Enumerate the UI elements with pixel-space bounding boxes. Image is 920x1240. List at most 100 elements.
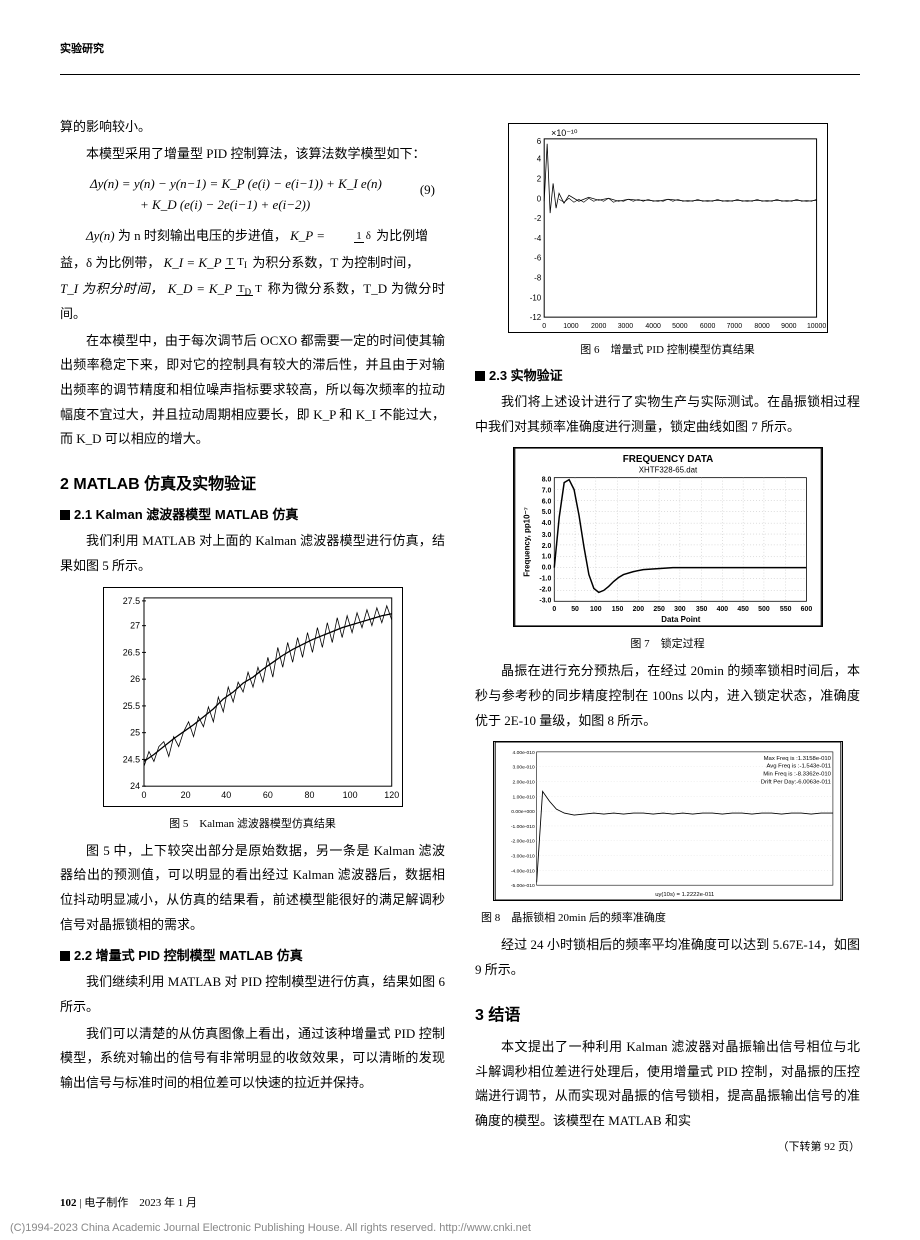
svg-text:×10⁻¹⁰: ×10⁻¹⁰ bbox=[551, 128, 578, 138]
svg-text:25.5: 25.5 bbox=[122, 700, 139, 710]
svg-text:600: 600 bbox=[800, 607, 812, 614]
svg-text:26: 26 bbox=[130, 674, 140, 684]
svg-text:2.0: 2.0 bbox=[541, 543, 551, 550]
figure-5: 24 24.5 25 25.5 26 26.5 27 27.5 0 20 40 bbox=[60, 587, 445, 811]
svg-text:0: 0 bbox=[141, 790, 146, 800]
svg-text:20: 20 bbox=[180, 790, 190, 800]
svg-text:-5.00e-010: -5.00e-010 bbox=[510, 884, 534, 890]
figure-6: ×10⁻¹⁰ -12 -10 -8 -6 -4 -2 0 2 4 6 bbox=[475, 123, 860, 337]
svg-text:26.5: 26.5 bbox=[122, 647, 139, 657]
svg-text:8.0: 8.0 bbox=[541, 477, 551, 484]
svg-text:-2.00e-010: -2.00e-010 bbox=[510, 839, 534, 845]
continued-note: （下转第 92 页） bbox=[475, 1138, 860, 1154]
svg-text:-1.0: -1.0 bbox=[539, 576, 551, 583]
paragraph: 图 5 中，上下较突出部分是原始数据，另一条是 Kalman 滤波器给出的预测值… bbox=[60, 839, 445, 938]
paragraph: 我们可以清楚的从仿真图像上看出，通过该种增量式 PID 控制模型，系统对输出的信… bbox=[60, 1022, 445, 1096]
svg-text:3.00e-010: 3.00e-010 bbox=[512, 765, 534, 771]
paragraph: 算的影响较小。 bbox=[60, 115, 445, 140]
figure-8: 4.00e-010 3.00e-010 2.00e-010 1.00e-010 … bbox=[475, 741, 860, 905]
svg-text:9000: 9000 bbox=[781, 323, 797, 330]
svg-text:5000: 5000 bbox=[672, 323, 688, 330]
svg-text:Max Freq is :1.3158e-010: Max Freq is :1.3158e-010 bbox=[763, 756, 831, 762]
svg-text:Avg Freq is :-1.543e-011: Avg Freq is :-1.543e-011 bbox=[766, 764, 830, 770]
svg-text:250: 250 bbox=[653, 607, 665, 614]
svg-text:6: 6 bbox=[536, 137, 541, 146]
svg-text:Data Point: Data Point bbox=[661, 615, 700, 624]
svg-text:-8: -8 bbox=[534, 273, 542, 282]
paragraph: 益，δ 为比例带， K_I = K_P TTI 为积分系数，T 为控制时间， bbox=[60, 251, 445, 276]
svg-text:-2.0: -2.0 bbox=[539, 587, 551, 594]
svg-text:-3.00e-010: -3.00e-010 bbox=[510, 854, 534, 860]
paragraph: 本文提出了一种利用 Kalman 滤波器对晶振输出信号相位与北斗解调秒相位差进行… bbox=[475, 1035, 860, 1134]
svg-text:400: 400 bbox=[716, 607, 728, 614]
svg-text:150: 150 bbox=[611, 607, 623, 614]
svg-text:3.0: 3.0 bbox=[541, 532, 551, 539]
svg-text:4: 4 bbox=[536, 155, 541, 164]
figure-5-caption: 图 5 Kalman 滤波器模型仿真结果 bbox=[60, 815, 445, 831]
svg-text:0.0: 0.0 bbox=[541, 565, 551, 572]
svg-text:60: 60 bbox=[262, 790, 272, 800]
svg-text:2000: 2000 bbox=[590, 323, 606, 330]
svg-text:24: 24 bbox=[130, 781, 140, 791]
section-3-title: 3 结语 bbox=[475, 1001, 860, 1025]
svg-text:-6: -6 bbox=[534, 254, 542, 263]
figure-7: FREQUENCY DATA XHTF328-65.dat bbox=[475, 447, 860, 631]
paragraph: 在本模型中，由于每次调节后 OCXO 都需要一定的时间使其输出频率稳定下来，即对… bbox=[60, 329, 445, 452]
svg-text:0.00e+000: 0.00e+000 bbox=[511, 810, 535, 816]
paragraph: Δy(n) 为 n 时刻输出电压的步进值， K_P = 1δ 为比例增 bbox=[60, 224, 445, 249]
svg-text:-1.00e-010: -1.00e-010 bbox=[510, 824, 534, 830]
paragraph: 本模型采用了增量型 PID 控制算法，该算法数学模型如下： bbox=[60, 142, 445, 167]
svg-text:0: 0 bbox=[536, 194, 541, 203]
figure-8-caption: 图 8 晶振锁相 20min 后的频率准确度 bbox=[475, 909, 860, 925]
svg-text:5.0: 5.0 bbox=[541, 510, 551, 517]
paragraph: T_I 为积分时间， K_D = K_P TDT 称为微分系数，T_D 为微分时… bbox=[60, 277, 445, 326]
svg-text:0: 0 bbox=[552, 607, 556, 614]
svg-text:24.5: 24.5 bbox=[122, 754, 139, 764]
svg-text:Frequency, pp10⁻⁷: Frequency, pp10⁻⁷ bbox=[522, 507, 531, 577]
svg-text:-4.00e-010: -4.00e-010 bbox=[510, 869, 534, 875]
svg-text:120: 120 bbox=[384, 790, 399, 800]
section-header: 实验研究 bbox=[60, 40, 860, 75]
svg-text:100: 100 bbox=[590, 607, 602, 614]
svg-text:6000: 6000 bbox=[699, 323, 715, 330]
figure-6-caption: 图 6 增量式 PID 控制模型仿真结果 bbox=[475, 341, 860, 357]
svg-text:3000: 3000 bbox=[617, 323, 633, 330]
svg-text:450: 450 bbox=[737, 607, 749, 614]
svg-text:40: 40 bbox=[221, 790, 231, 800]
svg-text:4.0: 4.0 bbox=[541, 521, 551, 528]
subsection-2-2: 2.2 增量式 PID 控制模型 MATLAB 仿真 bbox=[60, 945, 445, 964]
svg-text:550: 550 bbox=[779, 607, 791, 614]
paragraph: 经过 24 小时锁相后的频率平均准确度可以达到 5.67E-14，如图 9 所示… bbox=[475, 933, 860, 982]
svg-text:27: 27 bbox=[130, 620, 140, 630]
svg-text:4000: 4000 bbox=[645, 323, 661, 330]
svg-text:Min Freq is :-8.3362e-010: Min Freq is :-8.3362e-010 bbox=[763, 772, 831, 778]
svg-text:Drift Per Day:-6.0063e-011: Drift Per Day:-6.0063e-011 bbox=[760, 780, 830, 786]
svg-text:6.0: 6.0 bbox=[541, 499, 551, 506]
svg-text:-3.0: -3.0 bbox=[539, 598, 551, 605]
svg-text:8000: 8000 bbox=[754, 323, 770, 330]
svg-text:100: 100 bbox=[342, 790, 357, 800]
subsection-2-1: 2.1 Kalman 滤波器模型 MATLAB 仿真 bbox=[60, 504, 445, 523]
svg-text:7.0: 7.0 bbox=[541, 488, 551, 495]
svg-text:-4: -4 bbox=[534, 234, 542, 243]
svg-text:FREQUENCY DATA: FREQUENCY DATA bbox=[622, 454, 713, 465]
svg-text:10000: 10000 bbox=[806, 323, 825, 330]
svg-text:1.00e-010: 1.00e-010 bbox=[512, 795, 534, 801]
svg-text:500: 500 bbox=[758, 607, 770, 614]
svg-text:27.5: 27.5 bbox=[122, 595, 139, 605]
footer: 102 | 电子制作 2023 年 1 月 bbox=[60, 1194, 197, 1210]
svg-text:uy(10s) = 1.2222e-011: uy(10s) = 1.2222e-011 bbox=[655, 892, 714, 898]
svg-text:2: 2 bbox=[536, 174, 540, 183]
svg-text:350: 350 bbox=[695, 607, 707, 614]
paragraph: 晶振在进行充分预热后，在经过 20min 的频率锁相时间后，本秒与参考秒的同步精… bbox=[475, 659, 860, 733]
svg-text:2.00e-010: 2.00e-010 bbox=[512, 780, 534, 786]
svg-text:300: 300 bbox=[674, 607, 686, 614]
paragraph: 我们利用 MATLAB 对上面的 Kalman 滤波器模型进行仿真，结果如图 5… bbox=[60, 529, 445, 578]
svg-text:0: 0 bbox=[542, 323, 546, 330]
svg-text:7000: 7000 bbox=[726, 323, 742, 330]
svg-text:1000: 1000 bbox=[563, 323, 579, 330]
svg-text:-2: -2 bbox=[534, 214, 541, 223]
section-2-title: 2 MATLAB 仿真及实物验证 bbox=[60, 470, 445, 494]
svg-text:XHTF328-65.dat: XHTF328-65.dat bbox=[638, 466, 697, 475]
paragraph: 我们将上述设计进行了实物生产与实际测试。在晶振锁相过程中我们对其频率准确度进行测… bbox=[475, 390, 860, 439]
